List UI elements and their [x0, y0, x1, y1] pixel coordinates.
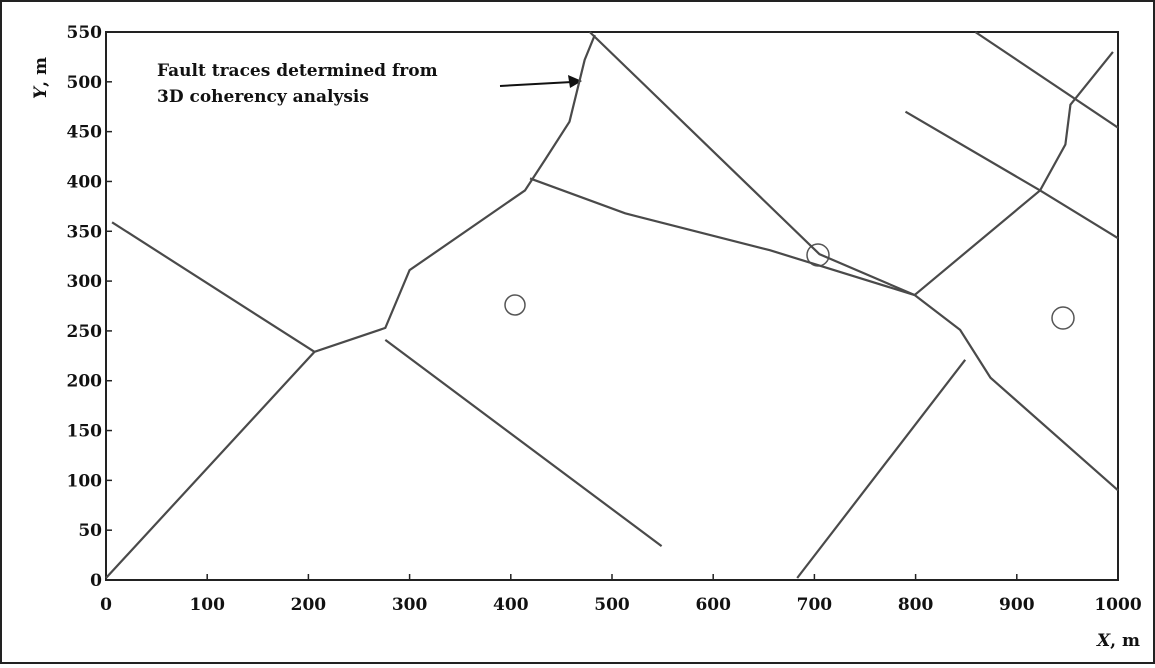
- annotation: 3D coherency analysis: [157, 87, 369, 107]
- y-tick-label: 50: [78, 521, 102, 541]
- marker-circle: [1051, 306, 1075, 330]
- x-tick-label: 400: [493, 595, 529, 615]
- fault-trace: [974, 31, 1119, 129]
- y-tick-label: 300: [67, 272, 103, 292]
- x-tick-label: 200: [291, 595, 327, 615]
- marker-circle: [504, 294, 526, 316]
- x-tick-label: 800: [898, 595, 934, 615]
- x-tick-label: 500: [594, 595, 630, 615]
- y-tick-label: 350: [67, 222, 103, 242]
- x-tick-label: 1000: [1094, 595, 1141, 615]
- fault-trace: [111, 221, 316, 353]
- y-axis-var: Y: [31, 85, 51, 99]
- y-tick-label: 500: [67, 73, 103, 93]
- fault-trace: [796, 359, 967, 579]
- fault-trace: [105, 34, 596, 579]
- y-tick-label: 200: [67, 372, 103, 392]
- x-axis-unit: , m: [1110, 631, 1140, 651]
- y-axis-label: Y, m: [31, 57, 51, 99]
- y-axis-unit: , m: [31, 57, 51, 87]
- fault-trace: [384, 338, 663, 548]
- x-tick-label: 300: [392, 595, 428, 615]
- y-tick-label: 100: [67, 471, 103, 491]
- x-axis-var: X: [1096, 631, 1111, 651]
- y-tick-label: 450: [67, 123, 103, 143]
- y-tick-label: 0: [90, 571, 102, 591]
- annotation: Fault traces determined from: [157, 61, 438, 81]
- x-tick-label: 0: [100, 595, 112, 615]
- x-axis-label: X, m: [1096, 631, 1140, 651]
- fault-trace: [588, 31, 916, 297]
- y-tick-label: 250: [67, 322, 103, 342]
- y-tick-label: 150: [67, 422, 103, 442]
- x-tick-label: 100: [189, 595, 225, 615]
- x-tick-label: 700: [797, 595, 833, 615]
- annotation-arrowhead: [568, 75, 582, 88]
- x-tick-label: 900: [999, 595, 1035, 615]
- annotation-arrow: [499, 81, 573, 87]
- y-tick-label: 550: [67, 23, 103, 43]
- x-tick-label: 600: [695, 595, 731, 615]
- fault-trace: [913, 51, 1114, 296]
- y-tick-label: 400: [67, 172, 103, 192]
